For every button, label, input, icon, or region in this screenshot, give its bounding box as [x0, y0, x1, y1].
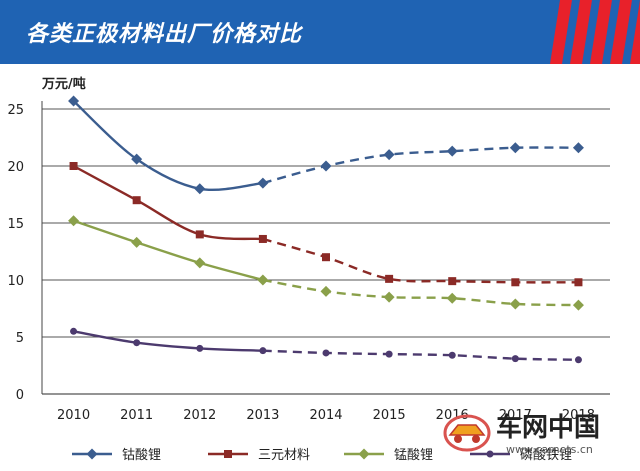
data-point	[86, 448, 98, 460]
data-point	[574, 278, 583, 287]
watermark: 车网中国 www.carnets.cn	[442, 405, 632, 465]
y-tick-label: 20	[7, 160, 24, 175]
x-tick-label: 2016	[436, 408, 469, 423]
data-point	[258, 234, 267, 243]
series-line-actual	[72, 164, 263, 241]
data-point	[448, 277, 457, 286]
page-title: 各类正极材料出厂价格对比	[26, 22, 303, 47]
data-point	[132, 196, 141, 205]
data-point	[68, 95, 80, 107]
data-point	[574, 356, 582, 364]
data-point	[511, 278, 520, 287]
series-line-forecast	[262, 237, 579, 284]
data-point	[446, 292, 458, 304]
data-point	[133, 339, 141, 347]
x-tick-label: 2014	[309, 408, 342, 423]
data-point	[69, 162, 78, 170]
data-point	[509, 298, 521, 310]
data-point	[322, 253, 330, 262]
car-logo-icon	[443, 414, 491, 452]
data-point	[572, 142, 584, 154]
data-point	[385, 274, 394, 283]
y-tick-label: 0	[16, 388, 24, 403]
data-point	[358, 448, 370, 460]
series-line-actual	[73, 330, 263, 352]
data-point	[446, 145, 458, 157]
data-point	[70, 327, 78, 335]
x-tick-label: 2010	[57, 408, 90, 423]
x-tick-label: 2011	[120, 408, 153, 423]
watermark-url: www.carnets.cn	[506, 443, 593, 456]
series-line-actual	[72, 100, 264, 191]
data-point	[194, 183, 206, 195]
data-point	[320, 285, 332, 297]
y-tick-label: 15	[7, 217, 24, 232]
data-point	[196, 344, 204, 352]
data-point	[131, 236, 143, 248]
data-point	[511, 355, 519, 363]
x-tick-label: 2018	[562, 408, 595, 423]
data-point	[224, 450, 232, 458]
y-tick-label: 25	[7, 103, 24, 118]
legend-label: 磷酸铁锂	[520, 448, 572, 463]
series-line-actual	[73, 219, 264, 282]
legend-label: 钴酸锂	[122, 448, 161, 463]
decorative-stripes	[550, 0, 640, 64]
x-tick-label: 2017	[499, 408, 532, 423]
x-tick-label: 2012	[183, 408, 216, 423]
data-point	[509, 142, 521, 154]
data-point	[383, 149, 395, 161]
data-point	[257, 177, 269, 189]
x-tick-label: 2013	[246, 408, 279, 423]
data-point	[257, 274, 269, 286]
data-point	[195, 230, 204, 239]
y-tick-label: 5	[16, 331, 24, 346]
legend-label: 三元材料	[258, 448, 310, 463]
data-point	[385, 350, 393, 358]
data-point	[448, 351, 456, 359]
legend-label: 锰酸锂	[394, 448, 433, 463]
data-point	[194, 257, 206, 269]
data-point	[572, 299, 584, 311]
series-line-forecast	[262, 278, 579, 307]
watermark-brand: 车网中国	[496, 413, 601, 443]
series-line-forecast	[262, 146, 579, 185]
data-point	[322, 349, 330, 357]
y-axis-label: 万元/吨	[41, 76, 86, 92]
data-point	[383, 291, 395, 303]
data-point	[259, 347, 267, 355]
x-tick-label: 2015	[373, 408, 406, 423]
data-point	[131, 153, 143, 165]
series-line-forecast	[262, 349, 579, 361]
header-banner: 各类正极材料出厂价格对比	[0, 0, 640, 64]
price-line-chart: 0 5 10 15 20 25 万元/吨 2010 2011 2012 2013 2014 2015 20…	[7, 76, 610, 463]
data-point	[486, 450, 494, 458]
data-point	[320, 160, 332, 172]
data-point	[68, 215, 80, 227]
y-tick-label: 10	[7, 274, 24, 289]
